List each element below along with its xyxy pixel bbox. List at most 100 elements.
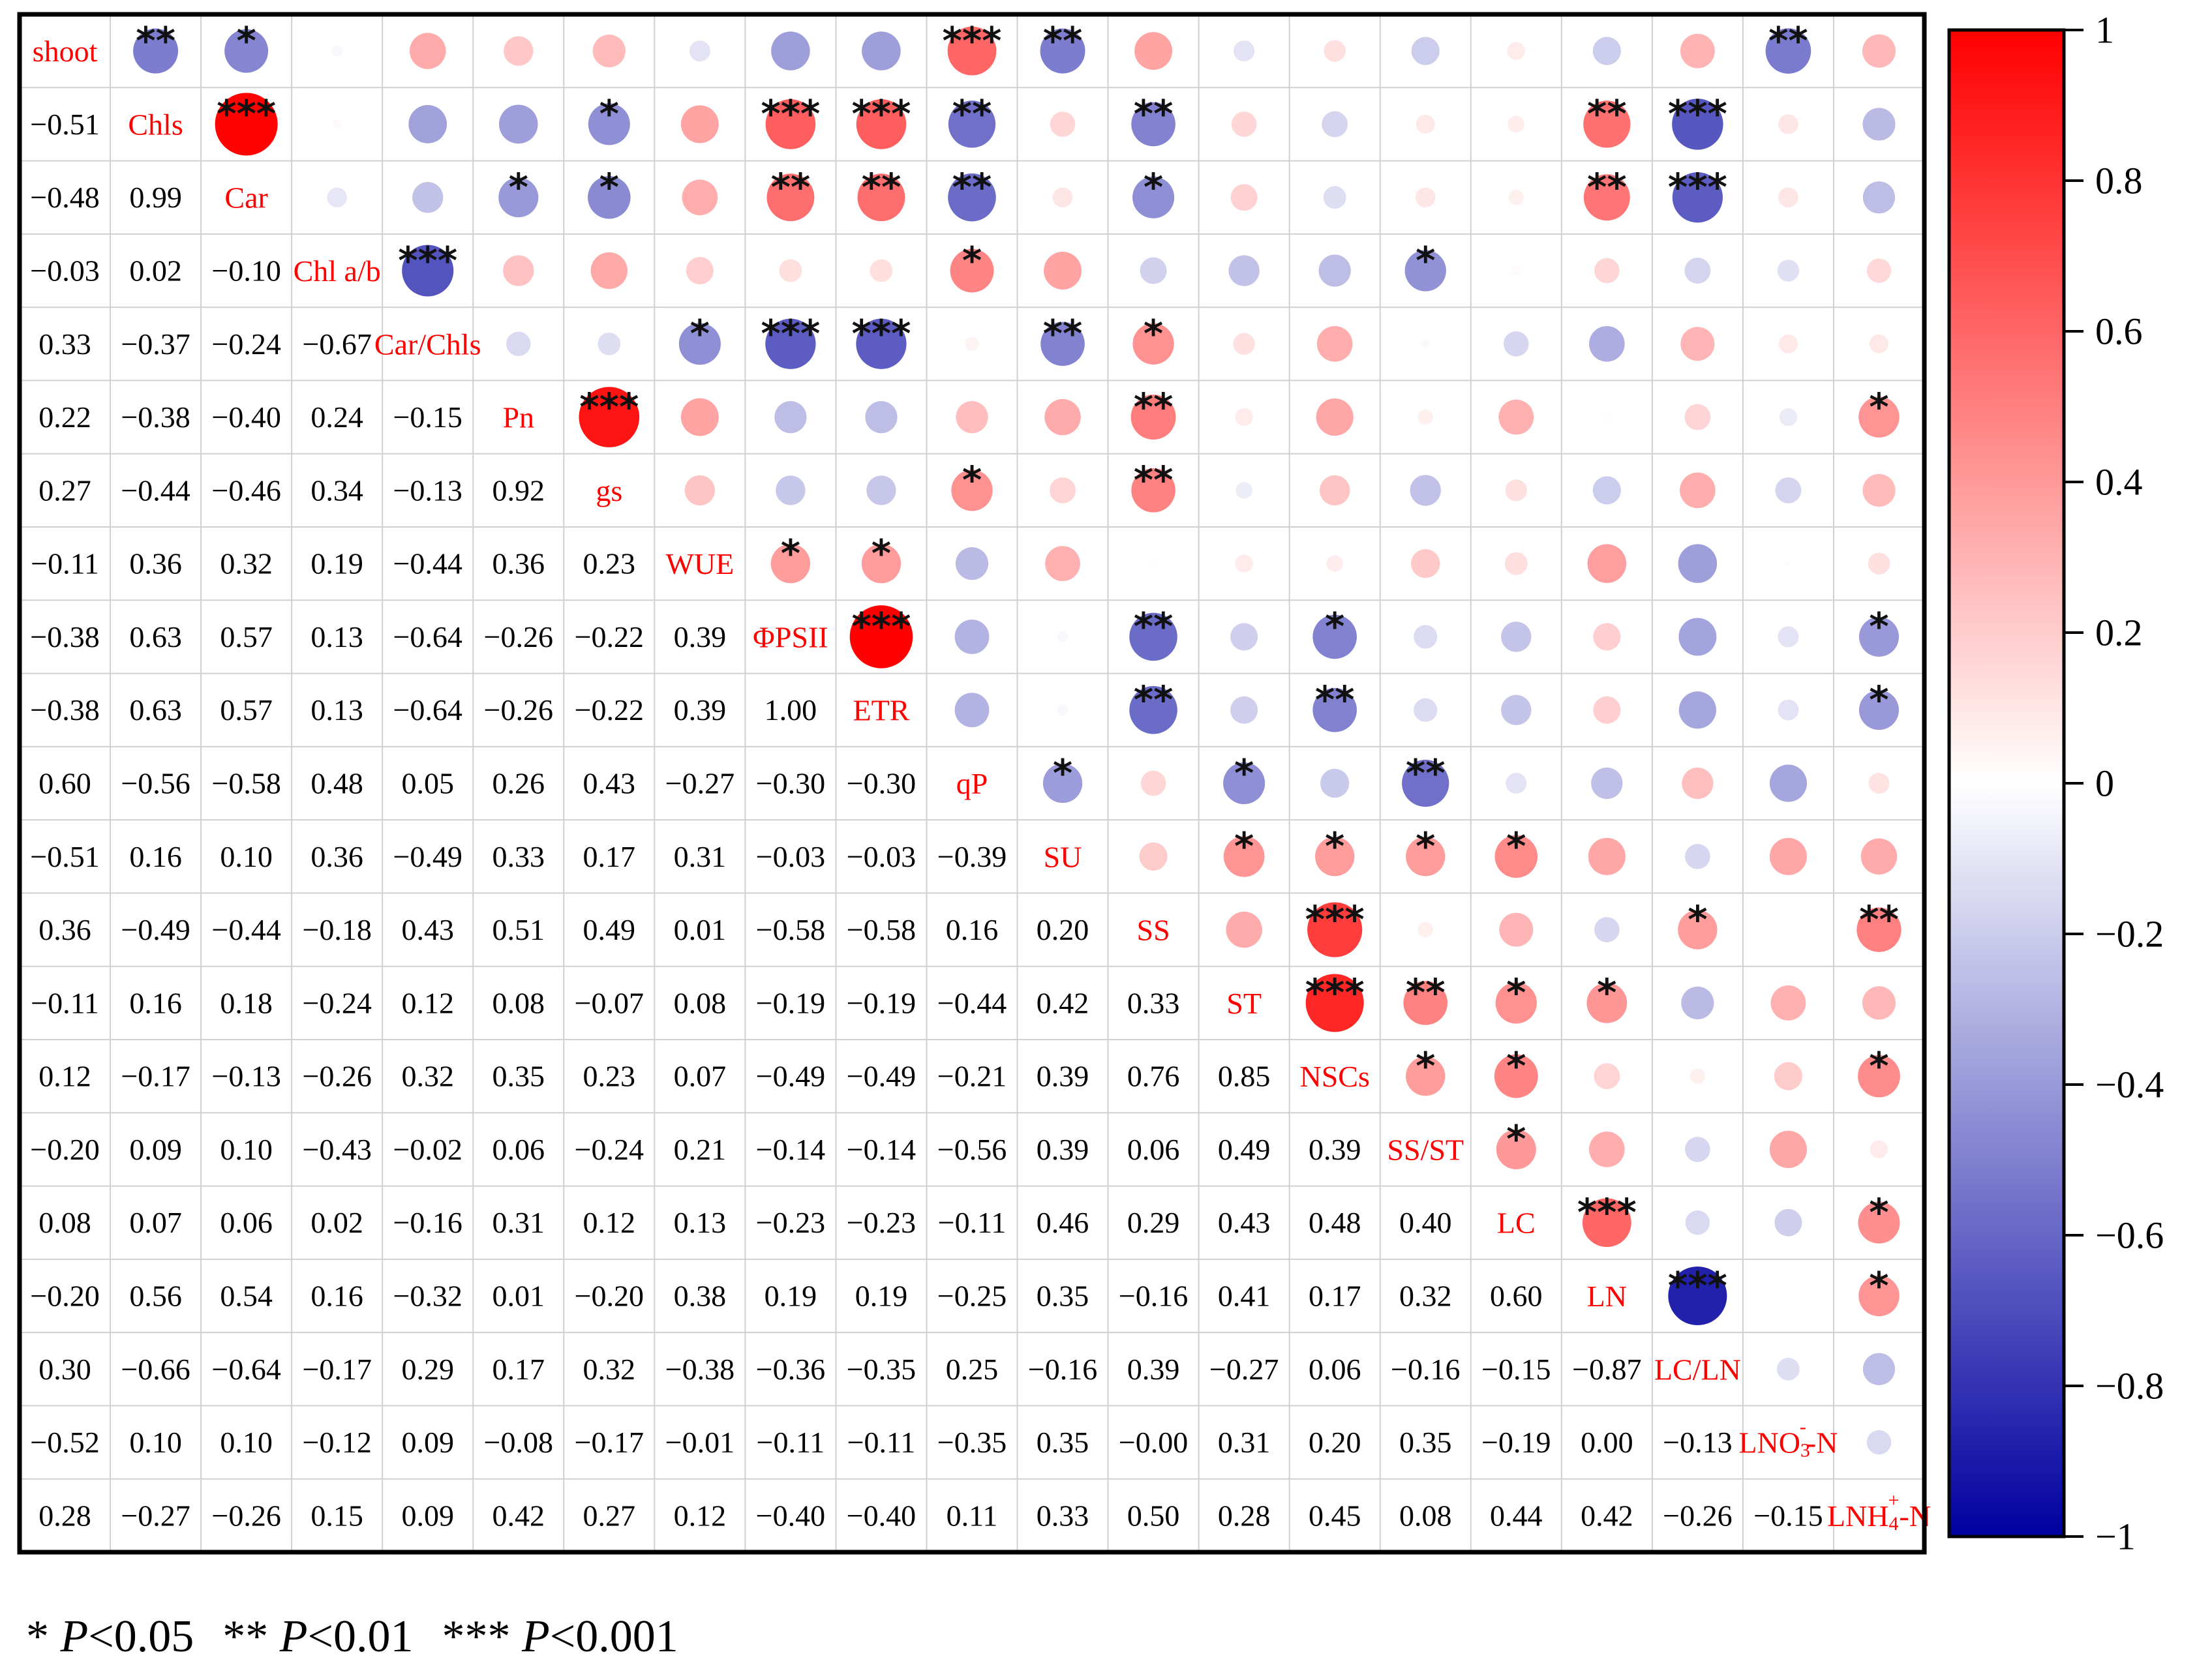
correlation-circle [1511,266,1521,275]
variable-label-text: LNH [1827,1499,1889,1532]
correlation-circle [498,104,538,144]
correlation-circle [1858,1275,1900,1317]
correlation-circle [133,28,179,74]
correlation-circle [1777,1357,1800,1381]
correlation-value: 0.13 [311,693,363,727]
legend-p: P [522,1612,550,1662]
significance-stars: * [1869,605,1888,649]
correlation-value: −0.44 [393,547,462,580]
significance-stars: *** [1577,1190,1637,1235]
correlation-circle [1862,1353,1896,1385]
correlation-circle [1312,614,1357,659]
correlation-value: −0.32 [393,1280,462,1313]
correlation-circle [1786,927,1791,932]
significance-stars: * [509,165,528,209]
correlation-value: 0.31 [492,1206,545,1239]
colorbar-gradient [1947,28,2066,1538]
correlation-circle [1140,257,1167,284]
correlation-value: 0.36 [129,547,182,580]
correlation-circle [1044,398,1081,436]
significance-stars: ** [1587,92,1627,136]
correlation-circle [409,33,446,69]
correlation-circle [1769,1130,1807,1168]
variable-label-superscript: - [1800,1416,1806,1437]
correlation-value: 1.00 [765,693,817,727]
correlation-value: −0.64 [393,620,462,653]
correlation-circle [1498,399,1534,435]
significance-stars: ** [136,18,175,63]
correlation-value: 0.43 [583,767,636,800]
significance-stars: *** [1668,1263,1727,1308]
correlation-circle [948,173,996,222]
correlation-circle [1786,1294,1791,1298]
correlation-value: 0.19 [855,1280,908,1313]
correlation-value: 0.40 [1399,1206,1452,1239]
correlation-circle [1406,1056,1446,1096]
correlation-value: 0.10 [220,1426,273,1459]
significance-stars: *** [761,312,820,356]
correlation-value: −0.24 [575,1133,644,1166]
correlation-circle [1858,397,1900,438]
correlation-value: −0.27 [665,767,735,800]
variable-label: Car [224,181,267,214]
correlation-circle [1868,552,1890,575]
variable-label-text: SS [1137,913,1170,946]
correlation-circle [1496,1129,1536,1169]
correlation-circle [861,543,902,584]
correlation-value: 0.32 [220,547,273,580]
correlation-circle [331,45,343,57]
correlation-value: −0.07 [575,986,644,1019]
colorbar-tick-label: 0.4 [2095,461,2143,503]
correlation-circle [1134,32,1173,70]
correlation-value: 0.35 [1037,1426,1089,1459]
correlation-value: −0.18 [302,913,371,946]
significance-stars: * [1325,824,1344,869]
correlation-value: −0.16 [1119,1280,1188,1313]
correlation-value: 0.10 [220,1133,273,1166]
correlation-value: −0.35 [847,1353,916,1386]
correlation-value: −0.15 [1753,1499,1823,1532]
correlation-circle [588,175,631,219]
variable-label: gs [596,473,622,507]
correlation-value: −0.11 [31,547,99,580]
correlation-circle [1499,912,1534,947]
correlation-value: 0.28 [1218,1499,1271,1532]
correlation-value: −0.44 [937,986,1007,1019]
significance-stars: * [1416,1043,1435,1088]
significance-stars: * [1597,970,1616,1015]
significance-stars: * [962,458,982,502]
significance-stars: *** [1668,165,1727,209]
correlation-circle [1594,1063,1620,1090]
correlation-circle [1140,770,1166,796]
correlation-value: 0.02 [311,1206,363,1239]
matrix-frame [17,12,1927,1555]
variable-label: ΦPSII [753,620,828,653]
correlation-circle [1862,181,1896,214]
correlation-value: −0.13 [393,473,462,507]
variable-label: shoot [33,35,98,68]
correlation-value: 0.08 [38,1206,91,1239]
significance-stars: * [1869,678,1888,722]
correlation-value: −0.38 [30,620,99,653]
correlation-circle [588,103,630,145]
legend-threshold: <0.05 [88,1612,194,1662]
correlation-circle [1316,325,1353,362]
correlation-value: 0.39 [1037,1060,1089,1093]
variable-label: LNO3--N [1738,1416,1838,1461]
correlation-value: 0.25 [946,1353,999,1386]
correlation-circle [1684,258,1711,284]
correlation-value: 0.21 [674,1133,727,1166]
correlation-matrix: shoot ** * *** ** **−0.51 Chls *** * *** *** ** ** **… [17,12,1931,1555]
correlation-value: 0.10 [129,1426,182,1459]
significance-stars: * [1416,238,1435,282]
correlation-circle [1858,690,1900,730]
significance-stars: ** [1134,678,1174,722]
correlation-circle [1131,468,1175,513]
correlation-circle [1307,902,1363,957]
significance-stars: * [1688,897,1707,942]
correlation-value: −0.27 [121,1499,190,1532]
correlation-circle [1586,982,1628,1023]
correlation-value: −0.02 [393,1133,462,1166]
variable-label-text: Car/Chls [374,327,481,361]
